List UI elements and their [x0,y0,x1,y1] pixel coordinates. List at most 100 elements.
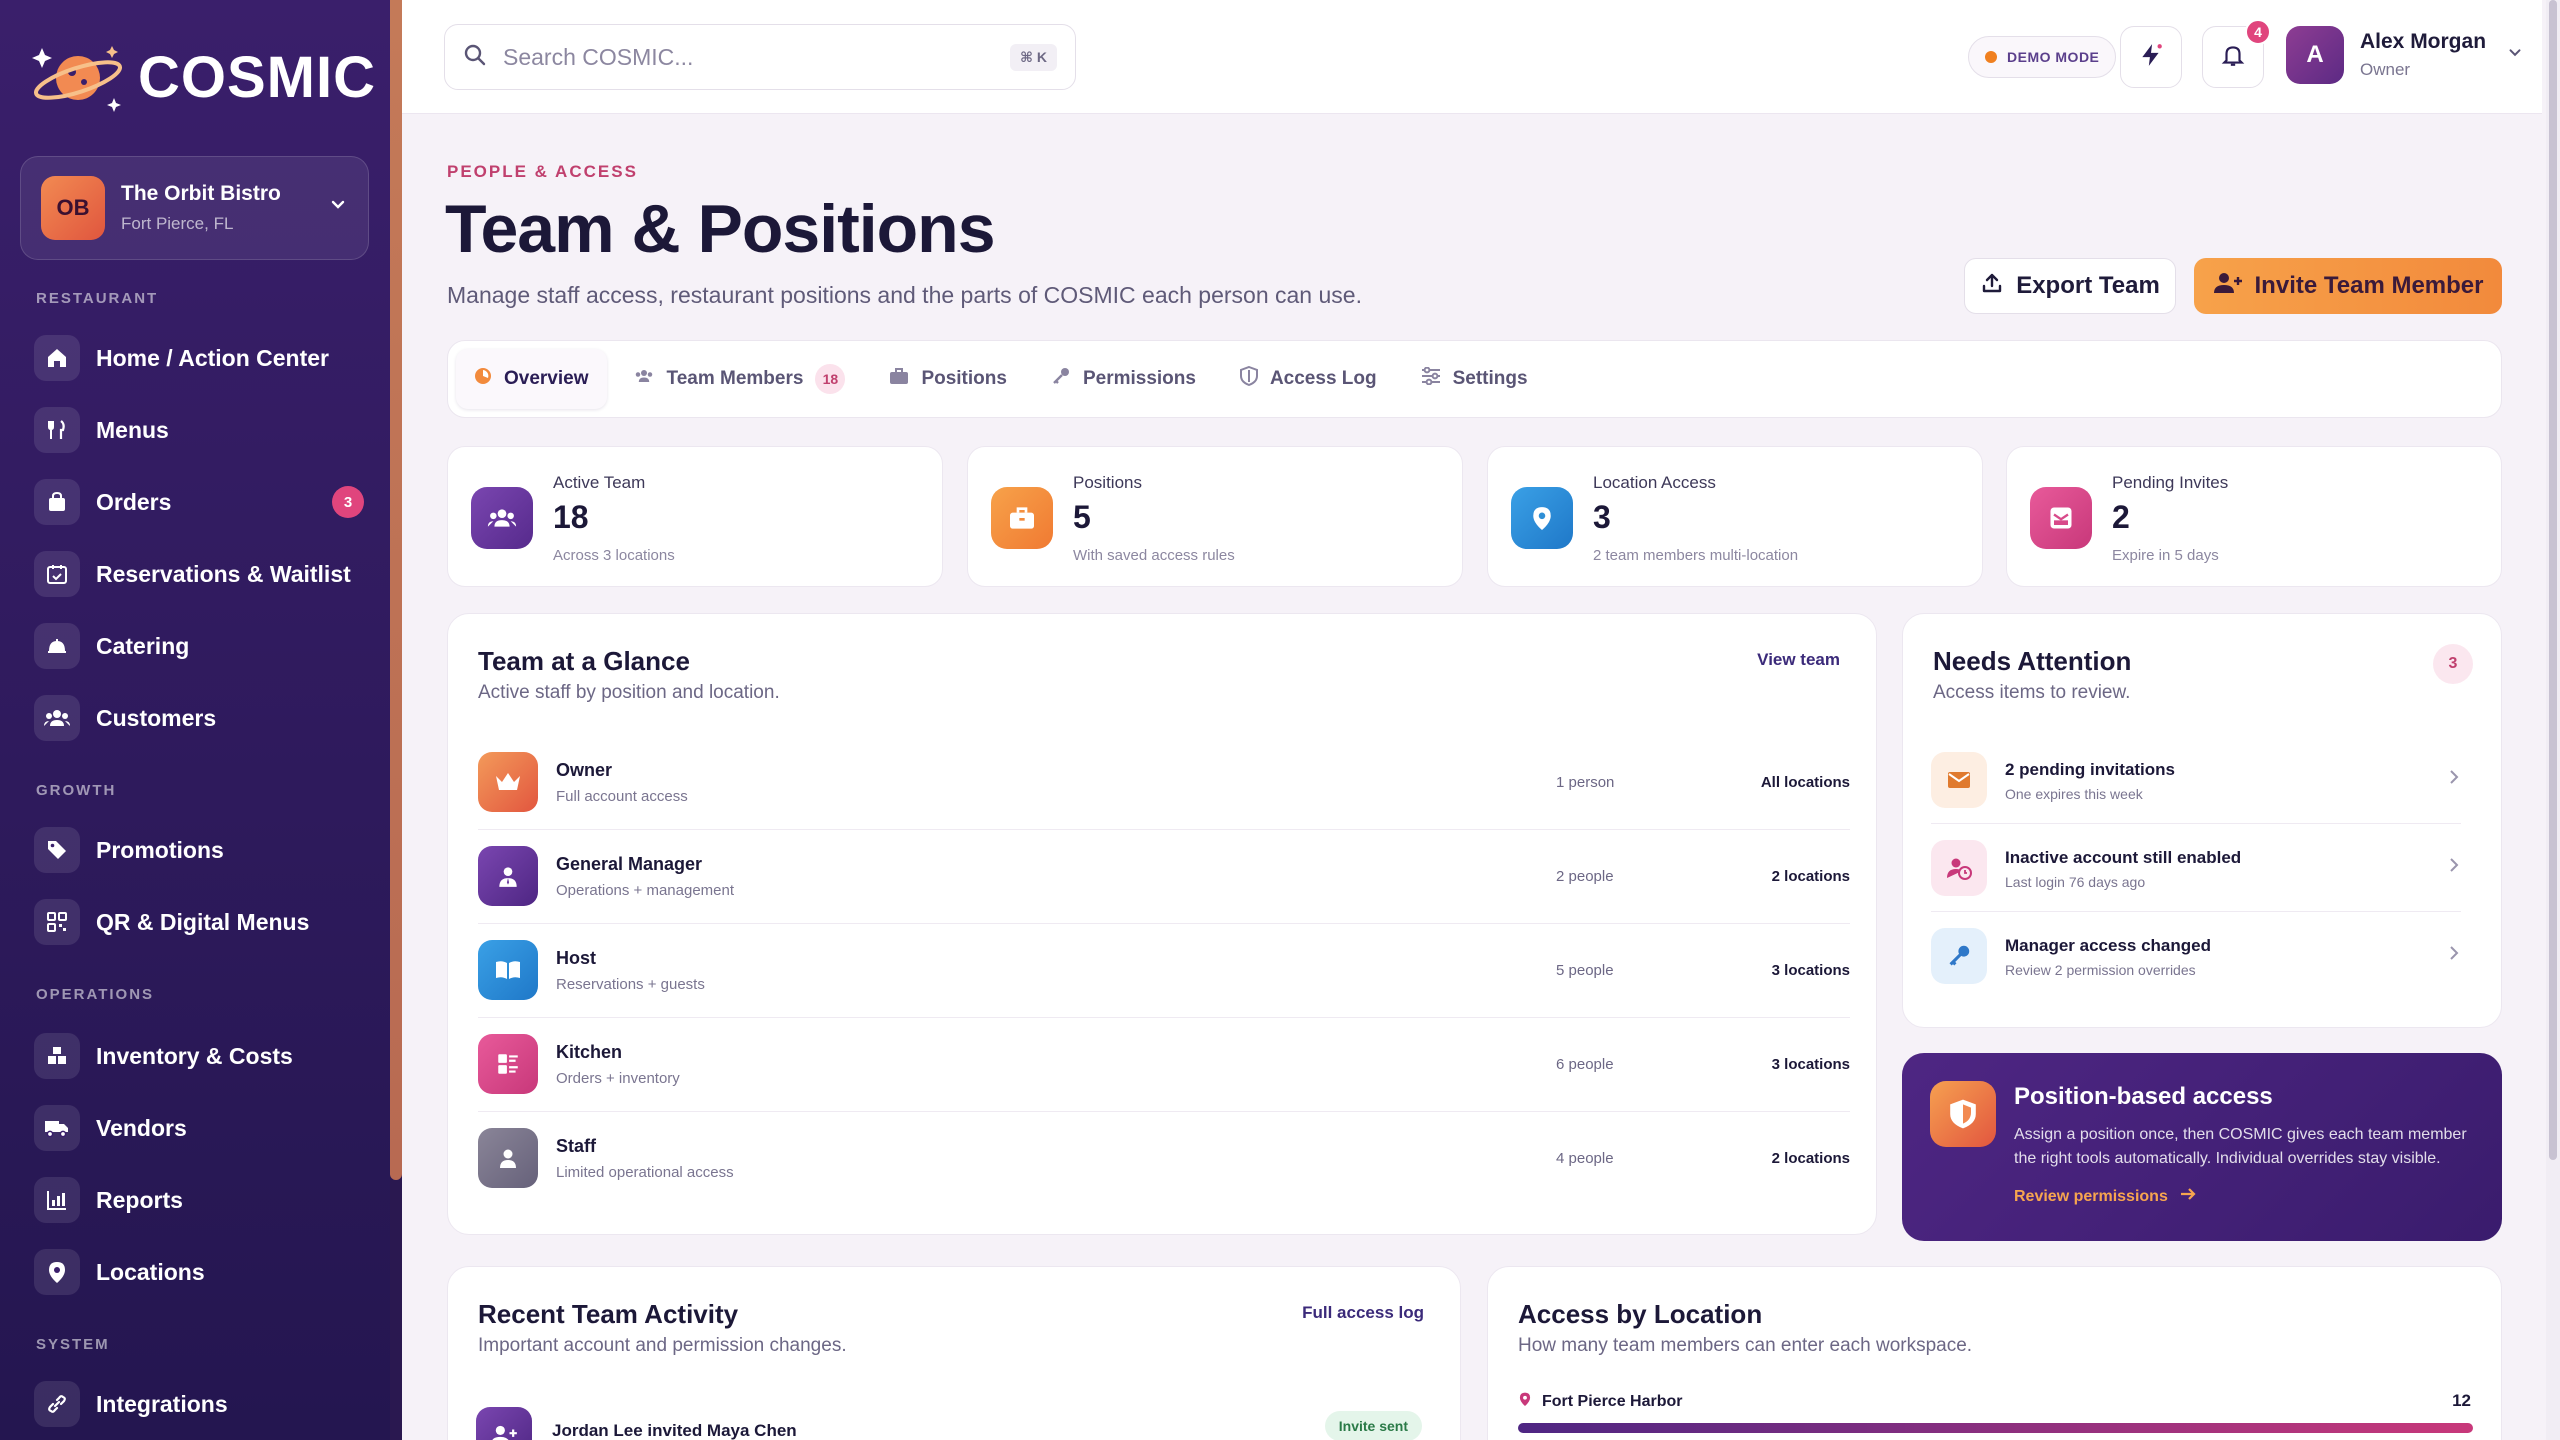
list-item[interactable]: 2 pending invitations One expires this w… [1931,736,2461,824]
pin-icon [1518,1391,1532,1412]
position-count: 4 people [1556,1150,1614,1167]
sidebar-item-promotions[interactable]: Promotions [34,822,364,878]
page-eyebrow: PEOPLE & ACCESS [447,162,638,181]
brand-logo[interactable]: COSMIC [28,36,376,118]
panel-title: Needs Attention [1933,646,2132,676]
sidebar-item-qr-menus[interactable]: QR & Digital Menus [34,894,364,950]
stat-value: 2 [2112,499,2130,535]
lightning-icon [2138,42,2164,73]
stat-card-location-access[interactable]: Location Access 3 2 team members multi-l… [1487,446,1983,587]
quick-actions-button[interactable] [2120,26,2182,88]
export-team-button[interactable]: Export Team [1964,258,2176,314]
invite-team-member-button[interactable]: Invite Team Member [2194,258,2502,314]
location-name: Fort Pierce Harbor [1542,1392,1683,1410]
cloche-icon [34,623,80,669]
table-row[interactable]: Owner Full account access 1 person All l… [478,736,1850,830]
user-icon [478,1128,538,1188]
tab-positions[interactable]: Positions [871,349,1025,409]
location-row[interactable]: Fort Pierce Harbor [1518,1391,1682,1412]
attention-title: Manager access changed [2005,936,2211,955]
user-menu[interactable]: A Alex Morgan Owner [2286,26,2524,84]
position-desc: Reservations + guests [556,976,705,993]
upload-icon [1980,271,2004,302]
promo-text: Assign a position once, then COSMIC give… [2014,1126,2467,1167]
search-input[interactable]: Search COSMIC... ⌘ K [444,24,1076,90]
table-row[interactable]: Host Reservations + guests 5 people 3 lo… [478,924,1850,1018]
overview-icon [474,367,492,391]
activity-title: Jordan Lee invited Maya Chen [552,1421,797,1440]
tab-label: Settings [1452,368,1528,389]
sidebar-item-integrations[interactable]: Integrations [34,1376,364,1432]
full-access-log-link[interactable]: Full access log [1302,1303,1424,1322]
table-row[interactable]: General Manager Operations + management … [478,830,1850,924]
page-title: Team & Positions [445,191,996,267]
table-row[interactable]: Staff Limited operational access 4 peopl… [478,1112,1850,1206]
sidebar-item-locations[interactable]: Locations [34,1244,364,1300]
notifications-button[interactable]: 4 [2202,19,2271,88]
key-icon [1051,366,1071,392]
list-item[interactable]: Inactive account still enabled Last logi… [1931,824,2461,912]
list-item[interactable]: Manager access changed Review 2 permissi… [1931,912,2461,1000]
tab-access-log[interactable]: Access Log [1222,349,1395,409]
tab-label: Positions [921,368,1007,389]
needs-attention-panel: Needs Attention Access items to review. … [1902,613,2502,1028]
workspace-switcher[interactable]: OB The Orbit Bistro Fort Pierce, FL [20,156,369,260]
tab-team-members[interactable]: Team Members 18 [615,349,864,409]
view-team-link[interactable]: View team [1757,650,1840,669]
chevron-down-icon [2506,44,2524,67]
nav-section-restaurant: RESTAURANT [36,290,159,307]
sidebar-item-label: Vendors [96,1114,187,1141]
avatar: A [2286,26,2344,84]
bell-icon [2220,42,2246,73]
promo-title: Position-based access [2014,1083,2273,1110]
kitchen-icon [478,1034,538,1094]
qr-icon [34,899,80,945]
stat-note: With saved access rules [1073,547,1235,564]
stat-value: 3 [1593,499,1611,535]
stat-card-pending-invites[interactable]: Pending Invites 2 Expire in 5 days [2006,446,2502,587]
demo-mode-badge[interactable]: DEMO MODE [1968,36,2117,78]
tab-permissions[interactable]: Permissions [1033,349,1214,409]
position-desc: Limited operational access [556,1164,734,1181]
sidebar-item-orders[interactable]: Orders 3 [34,474,364,530]
page-scrollbar[interactable] [2546,0,2560,1440]
position-name: Staff [556,1136,596,1156]
shield-icon [1930,1081,1996,1147]
sidebar-item-menus[interactable]: Menus [34,402,364,458]
position-name: Host [556,948,596,968]
sidebar-item-catering[interactable]: Catering [34,618,364,674]
user-plus-icon [2213,271,2243,302]
stat-card-active-team[interactable]: Active Team 18 Across 3 locations [447,446,943,587]
stat-note: 2 team members multi-location [1593,547,1799,564]
stat-card-positions[interactable]: Positions 5 With saved access rules [967,446,1463,587]
crown-icon [478,752,538,812]
table-row[interactable]: Kitchen Orders + inventory 6 people 3 lo… [478,1018,1850,1112]
position-desc: Full account access [556,788,688,805]
tab-label: Overview [504,368,589,389]
user-plus-icon [476,1407,532,1440]
list-item[interactable]: Jordan Lee invited Maya Chen Invite sent [476,1407,1422,1440]
panel-subtitle: Active staff by position and location. [478,682,780,703]
manager-icon [478,846,538,906]
sidebar-item-inventory[interactable]: Inventory & Costs [34,1028,364,1084]
review-permissions-link[interactable]: Review permissions [2014,1187,2196,1206]
demo-dot-icon [1985,51,1997,63]
demo-mode-label: DEMO MODE [2007,49,2100,65]
sidebar-item-label: Home / Action Center [96,344,330,371]
sidebar-item-home[interactable]: Home / Action Center [34,330,364,386]
position-count: 1 person [1556,774,1615,791]
sidebar-scrollbar[interactable] [390,0,402,1440]
tab-overview[interactable]: Overview [456,349,607,409]
position-desc: Operations + management [556,882,735,899]
sidebar-item-reservations[interactable]: Reservations & Waitlist [34,546,364,602]
tab-bar: Overview Team Members 18 Positions Permi… [447,340,2502,418]
nav-section-growth: GROWTH [36,782,117,799]
attention-title: Inactive account still enabled [2005,848,2242,867]
sidebar-item-reports[interactable]: Reports [34,1172,364,1228]
sidebar-item-vendors[interactable]: Vendors [34,1100,364,1156]
sidebar: COSMIC OB The Orbit Bistro Fort Pierce, … [0,0,390,1440]
sidebar-item-customers[interactable]: Customers [34,690,364,746]
invite-team-member-label: Invite Team Member [2254,272,2484,299]
tab-label: Permissions [1082,368,1196,389]
tab-settings[interactable]: Settings [1403,349,1546,409]
